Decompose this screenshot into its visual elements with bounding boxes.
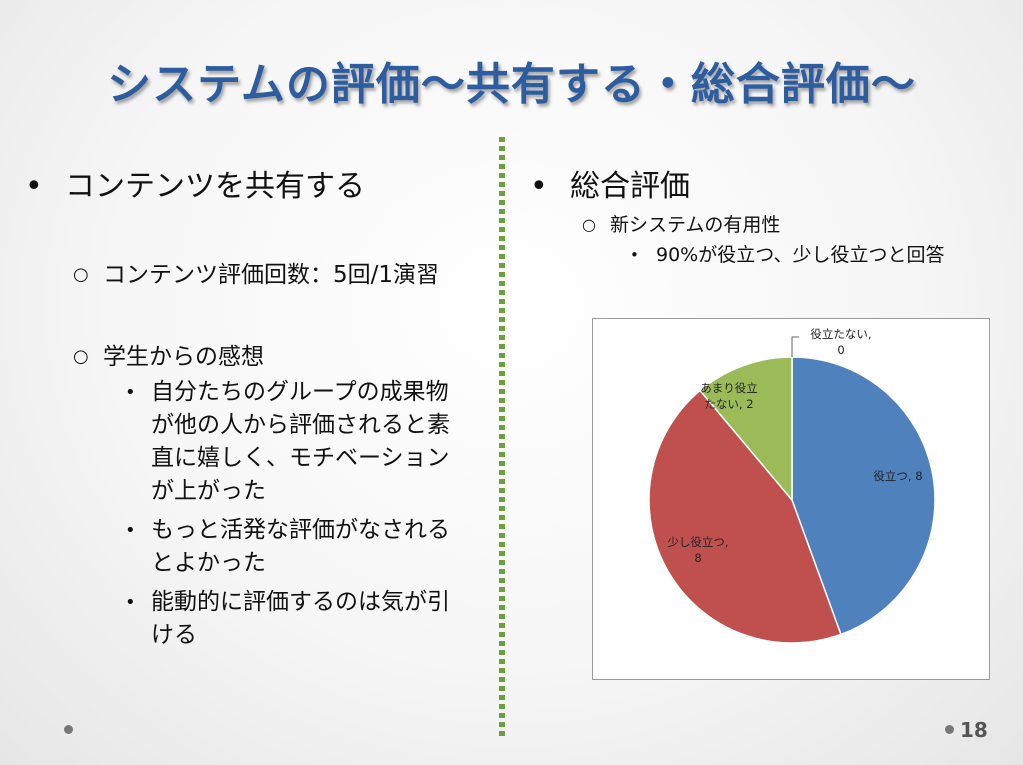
data-label-yakudatsu: 役立つ, 8 — [873, 469, 922, 483]
pie-chart: 役立つ, 8 少し役立つ, 8 あまり役立たない, 2 役立たない, 0 — [592, 318, 990, 680]
list-item: ○ コンテンツ評価回数：5回/1演習 — [25, 260, 485, 290]
pie-slice-1 — [648, 389, 842, 644]
footer-dot-right — [945, 725, 954, 734]
pie-chart-svg: 役立つ, 8 少し役立つ, 8 あまり役立たない, 2 役立たない, 0 — [648, 327, 936, 644]
right-column: • 総合評価 ○ 新システムの有用性 • 90%が役立つ、少し役立つと回答 — [530, 168, 970, 268]
list-item: • 自分たちのグループの成果物が他の人から評価されると素直に嬉しく、モチベーショ… — [25, 376, 485, 508]
bullet-circle: ○ — [73, 264, 89, 285]
left-column: • コンテンツを共有する ○ コンテンツ評価回数：5回/1演習 ○ 学生からの感… — [25, 168, 485, 652]
review-count-text: コンテンツ評価回数：5回/1演習 — [103, 262, 440, 288]
bullet-circle: ○ — [73, 346, 89, 367]
bullet-dot: • — [125, 520, 136, 541]
impression-text: もっと活発な評価がなされるとよかった — [151, 517, 450, 576]
footer-dot-left — [64, 725, 73, 734]
data-label-amari: あまり役立たない, 2 — [700, 381, 758, 411]
list-item: • もっと活発な評価がなされるとよかった — [25, 514, 485, 580]
bullet-dot: • — [530, 169, 548, 204]
leader-line — [791, 336, 799, 357]
bullet-dot: • — [630, 246, 639, 264]
left-heading: コンテンツを共有する — [65, 169, 365, 204]
list-item: • 能動的に評価するのは気が引ける — [25, 586, 485, 652]
bullet-dot: • — [25, 169, 43, 204]
pie-slice-0 — [791, 356, 936, 636]
usefulness-summary: 90%が役立つ、少し役立つと回答 — [656, 244, 945, 266]
column-divider — [499, 137, 505, 740]
impressions-heading: 学生からの感想 — [103, 344, 264, 370]
pie-slice-2 — [699, 356, 793, 503]
list-item: • 90%が役立つ、少し役立つと回答 — [530, 242, 970, 268]
bullet-dot: • — [125, 382, 136, 403]
page-number: 18 — [960, 718, 988, 742]
list-item: ○ 学生からの感想 — [25, 342, 485, 372]
bullet-circle: ○ — [582, 215, 596, 234]
data-label-sukoshi: 少し役立つ, 8 — [667, 535, 728, 565]
slide-title: システムの評価～共有する・総合評価～ — [107, 59, 916, 110]
impression-text: 能動的に評価するのは気が引ける — [151, 589, 450, 648]
usefulness-heading: 新システムの有用性 — [610, 214, 781, 236]
left-heading-bullet: • コンテンツを共有する — [25, 168, 485, 206]
impression-text: 自分たちのグループの成果物が他の人から評価されると素直に嬉しく、モチベーションが… — [151, 379, 450, 504]
data-label-yakudatanai: 役立たない, 0 — [810, 327, 871, 357]
right-heading-bullet: • 総合評価 — [530, 168, 970, 206]
list-item: ○ 新システムの有用性 — [530, 212, 970, 238]
right-heading: 総合評価 — [570, 169, 690, 204]
bullet-dot: • — [125, 592, 136, 613]
